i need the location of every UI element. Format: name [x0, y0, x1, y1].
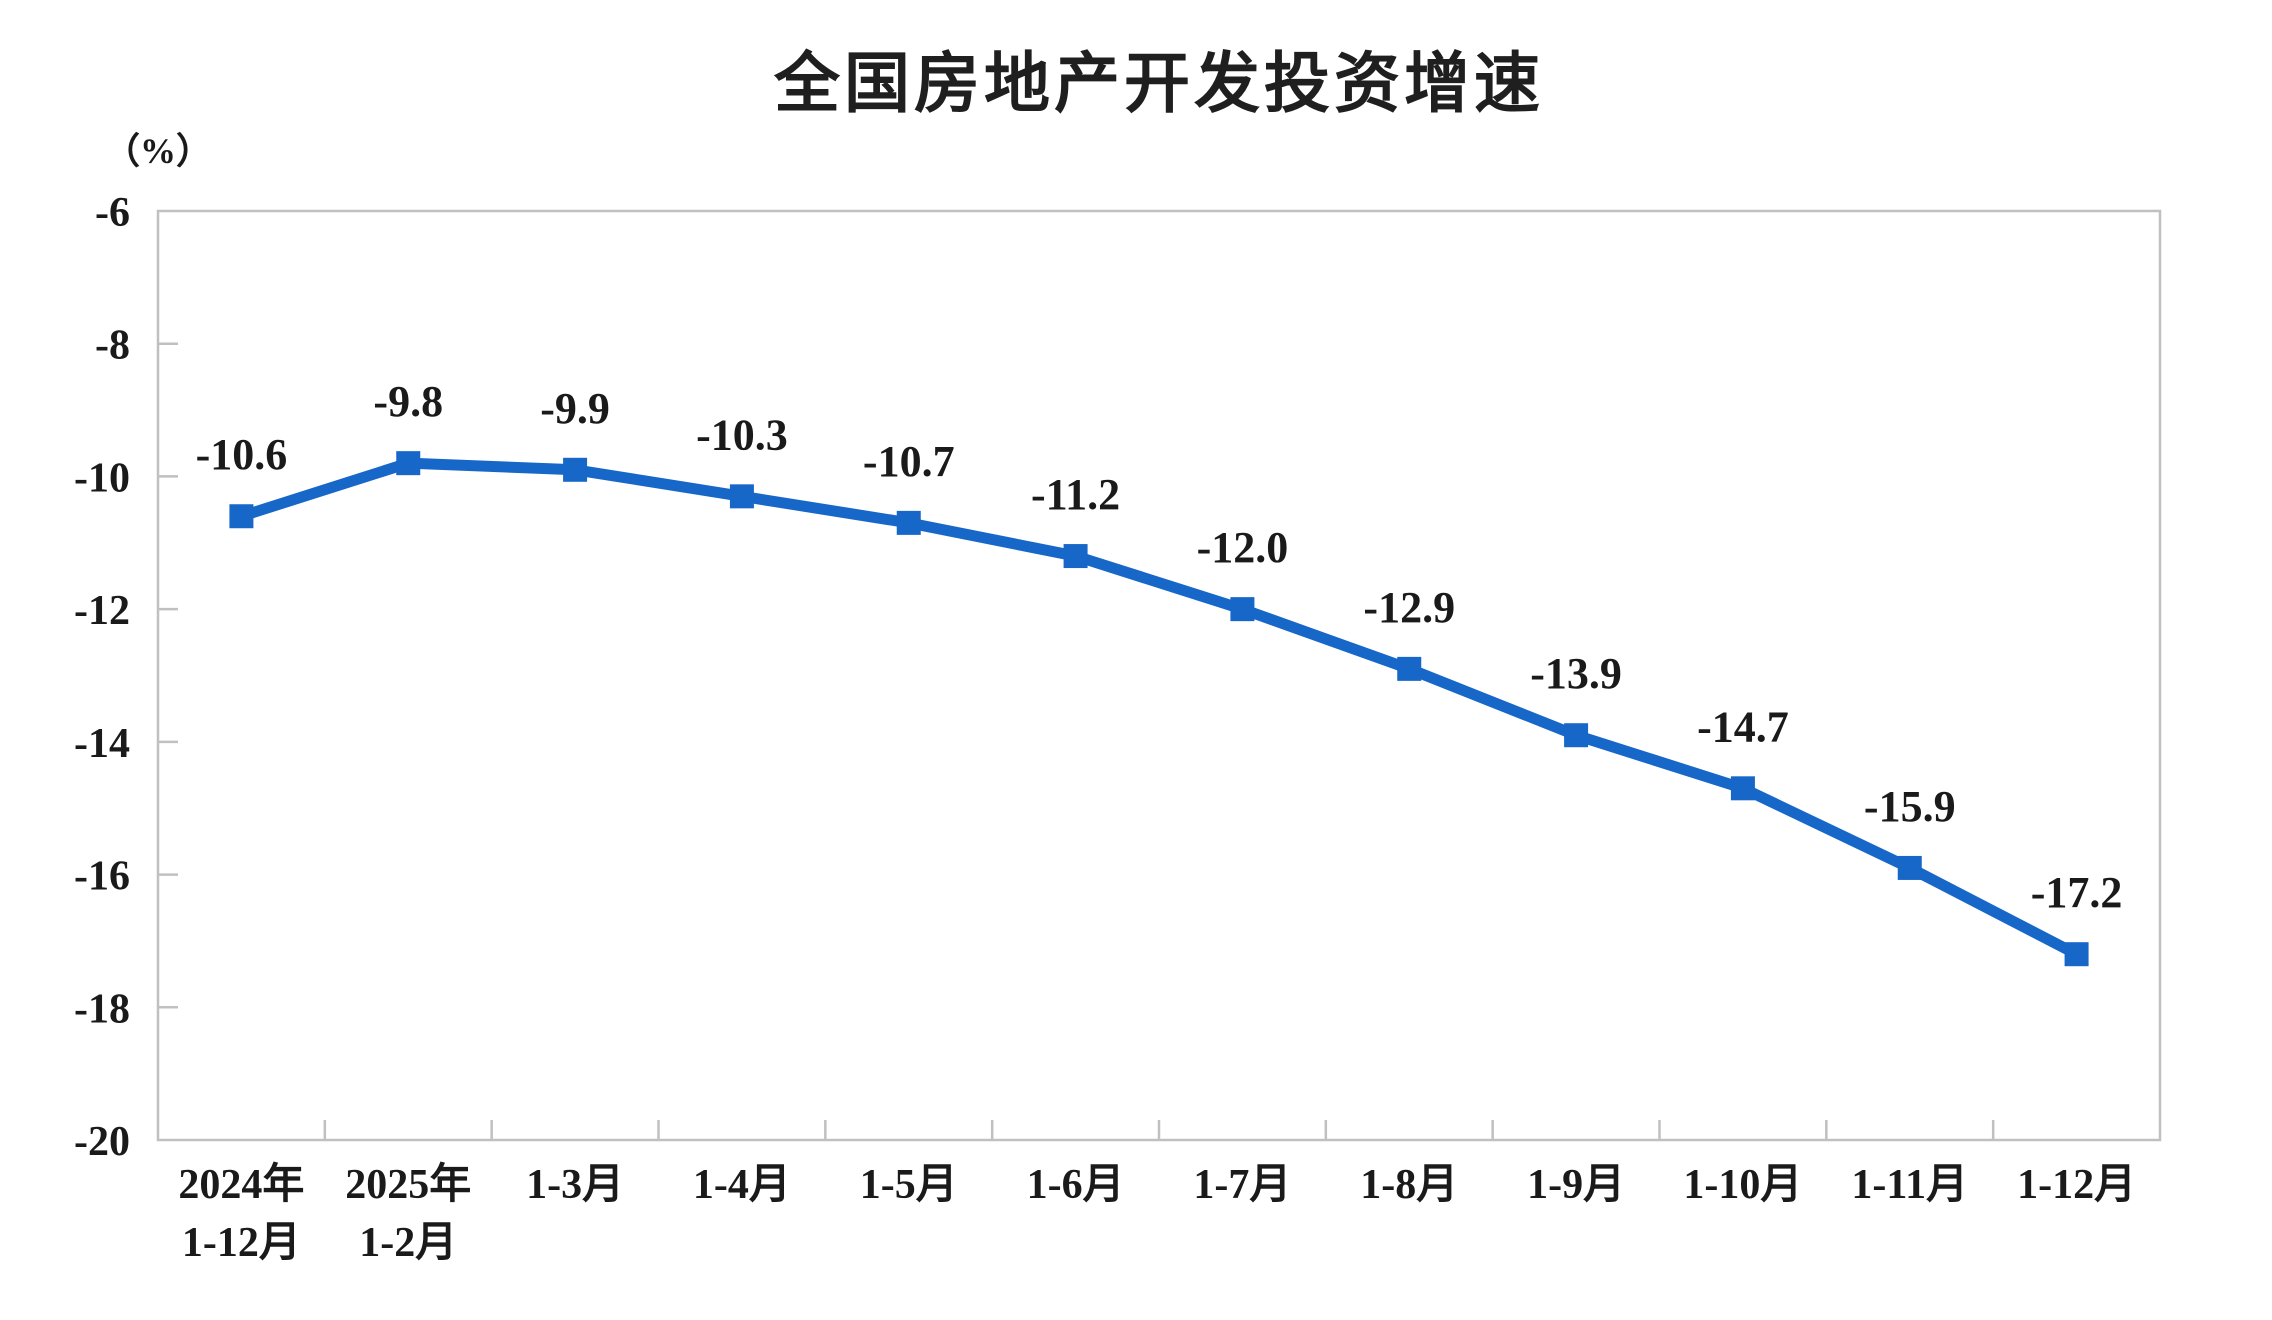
y-axis-tick-label: -18: [74, 986, 130, 1032]
data-point-label: -10.7: [863, 437, 955, 486]
data-point-marker: [729, 484, 754, 509]
y-axis-tick-label: -10: [74, 455, 130, 501]
data-point-marker: [1230, 597, 1255, 622]
data-point-label: -17.2: [2031, 868, 2123, 917]
data-point-marker: [1730, 776, 1755, 801]
data-point-label: -10.3: [696, 410, 788, 459]
x-axis-category-label: 1-9月: [1527, 1162, 1625, 1208]
chart-title: 全国房地产开发投资增速: [774, 46, 1544, 120]
data-point-label: -9.8: [373, 377, 443, 426]
x-axis-category-label: 1-11月: [1851, 1162, 1968, 1208]
x-axis-category-label: 1-4月: [693, 1162, 791, 1208]
y-axis-tick-label: -20: [74, 1119, 130, 1165]
data-point-label: -10.6: [196, 430, 288, 479]
x-axis-category-label: 2025年: [345, 1161, 471, 1208]
y-axis-tick-label: -16: [74, 854, 130, 900]
data-point-label: -15.9: [1864, 782, 1956, 831]
y-axis-tick-label: -6: [95, 190, 130, 236]
x-axis-category-label: 1-10月: [1683, 1162, 1802, 1208]
data-point-marker: [2064, 942, 2089, 967]
data-point-label: -12.0: [1197, 523, 1289, 572]
data-point-marker: [896, 510, 921, 535]
y-axis-tick-label: -8: [95, 323, 130, 369]
data-point-marker: [563, 457, 588, 482]
data-point-marker: [1063, 544, 1088, 569]
x-axis-category-label: 1-3月: [526, 1162, 624, 1208]
data-point-label: -11.2: [1031, 470, 1120, 519]
x-axis-category-label: 2024年: [178, 1161, 304, 1208]
plot-area-border: [156, 209, 2162, 1142]
data-point-label: -14.7: [1697, 702, 1789, 751]
series-line: [235, 457, 2083, 960]
data-point-marker: [1397, 656, 1422, 681]
y-axis-tick-label: -12: [74, 588, 130, 634]
data-point-marker: [396, 451, 421, 476]
data-point-marker: [229, 504, 254, 529]
x-axis-category-label: 1-2月: [359, 1220, 457, 1266]
x-axis-category-label: 1-5月: [860, 1162, 958, 1208]
data-point-label: -12.9: [1363, 583, 1455, 632]
data-point-label: -9.9: [540, 384, 610, 433]
data-point-marker: [1564, 723, 1589, 748]
data-point-marker: [1897, 855, 1922, 880]
x-axis-category-label: 1-8月: [1360, 1162, 1458, 1208]
y-axis-unit-label: （%）: [104, 131, 213, 171]
y-axis-tick-label: -14: [74, 721, 130, 767]
x-axis-category-label: 1-7月: [1193, 1162, 1291, 1208]
x-axis-category-label: 1-12月: [2017, 1162, 2136, 1208]
x-axis-category-label: 1-6月: [1027, 1162, 1125, 1208]
data-point-label: -13.9: [1530, 649, 1622, 698]
x-axis-category-label: 1-12月: [182, 1220, 301, 1266]
